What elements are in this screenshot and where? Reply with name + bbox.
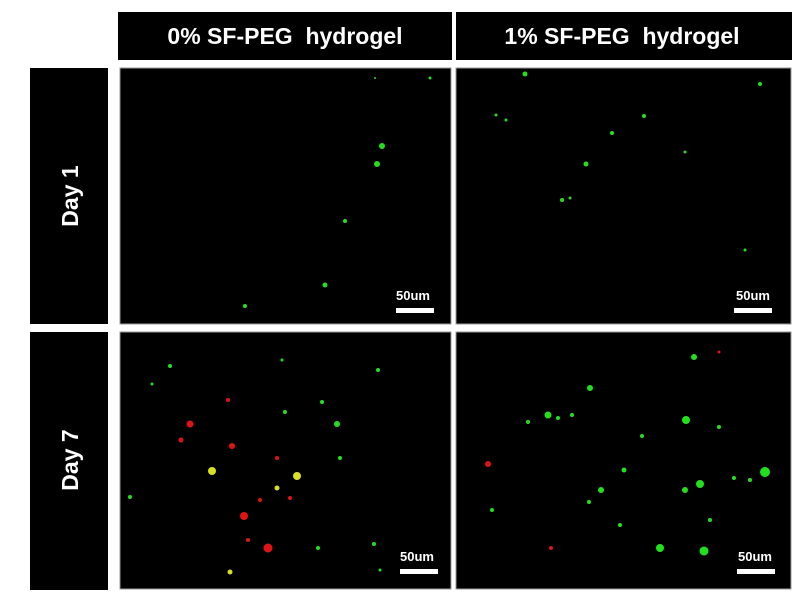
cell	[168, 364, 172, 368]
cell	[699, 546, 709, 556]
scale-bar-label: 50um	[396, 288, 430, 303]
cell	[150, 382, 154, 386]
cell	[288, 496, 292, 500]
cell	[372, 542, 376, 546]
cell	[275, 456, 279, 460]
cell	[226, 398, 230, 402]
cell	[556, 416, 560, 420]
micrograph	[455, 67, 792, 325]
cell	[717, 425, 721, 429]
cell	[263, 543, 273, 553]
cell	[428, 76, 432, 80]
cell	[522, 71, 528, 77]
scale-bar	[400, 569, 438, 574]
cell	[570, 413, 574, 417]
cell	[587, 385, 593, 391]
row-header: Day 1	[57, 165, 83, 227]
cell	[504, 118, 508, 122]
row-header: Day 7	[57, 429, 83, 490]
cell	[748, 478, 752, 482]
cell	[568, 196, 572, 200]
cell	[240, 512, 248, 520]
cell	[243, 304, 247, 308]
cell	[320, 400, 324, 404]
cell	[691, 354, 697, 360]
cell	[343, 219, 347, 223]
cell	[717, 350, 721, 354]
cell	[682, 416, 690, 424]
cell	[560, 198, 564, 202]
cell	[656, 544, 664, 552]
cell	[526, 420, 530, 424]
column-header-box	[456, 12, 792, 60]
cell	[338, 456, 342, 460]
cell	[227, 569, 233, 575]
cell	[758, 82, 762, 86]
cell	[494, 113, 498, 117]
cell	[760, 467, 770, 477]
cell	[128, 495, 132, 499]
scale-bar-label: 50um	[738, 549, 772, 564]
cell	[490, 508, 494, 512]
cell	[598, 487, 604, 493]
cell	[610, 131, 614, 135]
row-header-box	[30, 332, 108, 590]
cell	[186, 420, 194, 428]
cell	[544, 411, 552, 419]
scale-bar	[396, 308, 434, 313]
column-header-box	[118, 12, 452, 60]
micrograph	[455, 331, 792, 590]
cell	[732, 476, 736, 480]
cell	[378, 568, 382, 572]
cells	[128, 71, 770, 575]
cell	[642, 114, 646, 118]
cell	[743, 248, 747, 252]
cell	[682, 487, 688, 493]
cell	[334, 421, 340, 427]
cell	[178, 437, 184, 443]
column-header: 0% SF-PEG hydrogel	[167, 23, 402, 49]
cell	[708, 518, 712, 522]
scale-bar-label: 50um	[736, 288, 770, 303]
cell	[379, 143, 385, 149]
cell	[258, 498, 262, 502]
cell	[640, 434, 644, 438]
cell	[274, 485, 280, 491]
cell	[280, 358, 284, 362]
cell	[374, 77, 376, 79]
cell	[549, 546, 553, 550]
cell	[316, 546, 320, 550]
cell	[246, 538, 250, 542]
cell	[583, 161, 589, 167]
cell	[208, 467, 216, 475]
cell	[621, 467, 627, 473]
cell	[696, 480, 704, 488]
cell	[587, 500, 591, 504]
cell	[376, 368, 380, 372]
column-header: 1% SF-PEG hydrogel	[504, 23, 739, 49]
cell	[322, 282, 328, 288]
micrograph	[119, 331, 452, 590]
cell	[283, 410, 287, 414]
row-header-box	[30, 68, 108, 324]
scale-bar-label: 50um	[400, 549, 434, 564]
scale-bar	[737, 569, 775, 574]
cell	[293, 472, 301, 480]
scale-bar	[734, 308, 772, 313]
cell	[229, 443, 235, 449]
micrograph	[119, 67, 452, 325]
cell	[485, 461, 491, 467]
cell	[618, 523, 622, 527]
cell	[374, 161, 380, 167]
cell	[683, 150, 687, 154]
